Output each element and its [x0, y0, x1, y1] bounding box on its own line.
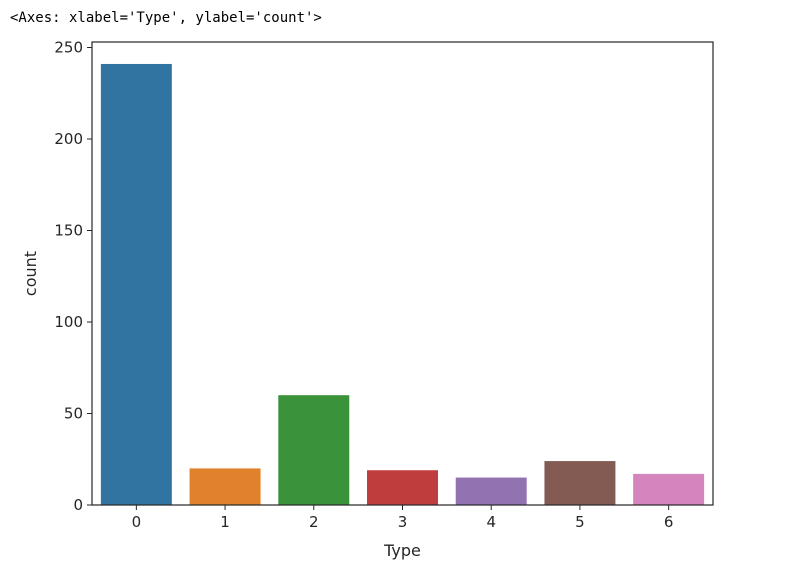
- bar-type-4: [455, 477, 527, 505]
- y-axis-title: count: [21, 251, 40, 296]
- x-tick-label: 1: [220, 513, 230, 531]
- y-tick-label: 150: [54, 221, 83, 239]
- y-tick-label: 0: [73, 496, 83, 514]
- x-tick-label: 4: [486, 513, 496, 531]
- x-axis: 0 1 2 3 4 5 6: [132, 505, 674, 531]
- bar-type-3: [367, 470, 438, 505]
- y-tick-label: 100: [54, 313, 83, 331]
- output-repr-text: <Axes: xlabel='Type', ylabel='count'>: [10, 10, 322, 26]
- bar-type-2: [278, 395, 350, 505]
- bar-type-0: [100, 63, 172, 505]
- x-tick-label: 5: [575, 513, 585, 531]
- x-axis-title: Type: [383, 541, 421, 560]
- y-tick-label: 50: [64, 404, 83, 422]
- bar-type-5: [544, 461, 616, 505]
- y-axis: 0 50 100 150 200 250: [54, 38, 92, 514]
- y-tick-label: 250: [54, 38, 83, 56]
- plot-frame: [91, 41, 714, 506]
- x-tick-label: 6: [664, 513, 674, 531]
- x-tick-label: 0: [132, 513, 142, 531]
- x-tick-label: 3: [398, 513, 408, 531]
- y-tick-label: 200: [54, 130, 83, 148]
- bar-type-6: [633, 473, 705, 505]
- x-tick-label: 2: [309, 513, 319, 531]
- bars-layer: [100, 63, 705, 505]
- bar-type-1: [189, 468, 261, 505]
